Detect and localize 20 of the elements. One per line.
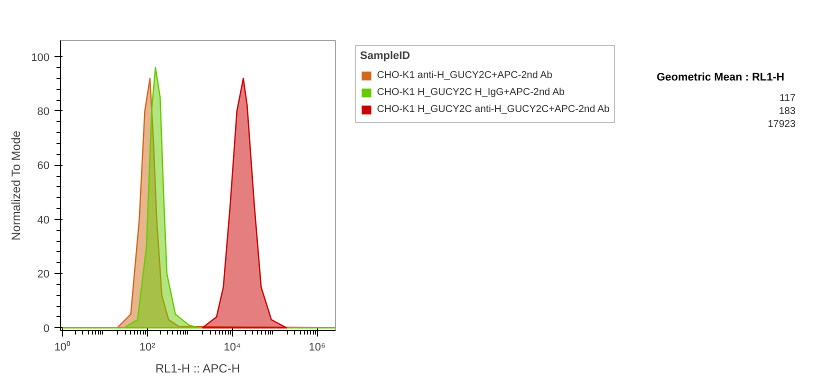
legend-label: CHO-K1 H_GUCY2C H_IgG+APC-2nd Ab bbox=[377, 86, 565, 100]
x-tick-label: 10⁶ bbox=[308, 342, 326, 354]
y-tick-label: 100 bbox=[31, 52, 50, 64]
text: 117 bbox=[780, 93, 796, 104]
x-tick-label: 10⁰ bbox=[54, 340, 71, 354]
y-tick-label: 40 bbox=[37, 214, 50, 226]
y-axis-title: Normalized To Mode bbox=[9, 130, 24, 241]
y-tick-label: 20 bbox=[37, 268, 50, 281]
x-tick-label: 10⁴ bbox=[224, 342, 242, 354]
text: 183 bbox=[778, 106, 796, 118]
text: 17923 bbox=[768, 119, 796, 130]
x-axis-title: RL1-H :: APC-H bbox=[155, 362, 240, 376]
y-tick-label: 80 bbox=[37, 106, 50, 118]
y-tick-label: 0 bbox=[43, 322, 50, 335]
x-tick-label: 10² bbox=[139, 342, 156, 354]
legend-title: SampleID bbox=[360, 50, 412, 62]
text: Geometric Mean : RL1-H bbox=[656, 71, 784, 84]
y-tick-label: 60 bbox=[37, 160, 50, 172]
legend-label: CHO-K1 anti-H_GUCY2C+APC-2nd Ab bbox=[377, 69, 552, 83]
legend-label: CHO-K1 H_GUCY2C anti-H_GUCY2C+APC-2nd Ab bbox=[377, 103, 610, 117]
